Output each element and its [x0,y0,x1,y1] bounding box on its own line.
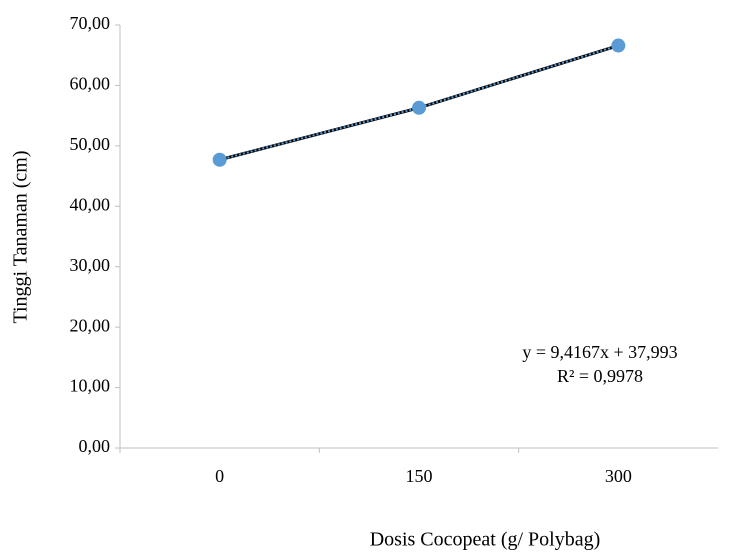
x-axis-title: Dosis Cocopeat (g/ Polybag) [370,529,601,551]
y-tick-label: 30,00 [70,255,111,275]
y-tick-label: 50,00 [70,134,111,154]
x-tick-label: 0 [215,466,224,486]
data-point [412,100,426,115]
y-tick-label: 60,00 [70,74,111,94]
y-axis-title: Tinggi Tanaman (cm) [10,150,32,323]
y-tick-label: 0,00 [79,436,111,456]
trendline-r2: R² = 0,9978 [557,366,643,386]
trendline-equation: y = 9,4167x + 37,993 [522,342,677,362]
y-tick-label: 10,00 [70,376,111,396]
y-tick-label: 70,00 [70,13,111,33]
x-tick-label: 300 [605,466,632,486]
y-tick-label: 20,00 [70,315,111,335]
data-point [212,152,227,167]
y-tick-label: 40,00 [70,194,111,214]
x-tick-label: 150 [406,466,433,486]
data-point [611,38,626,53]
